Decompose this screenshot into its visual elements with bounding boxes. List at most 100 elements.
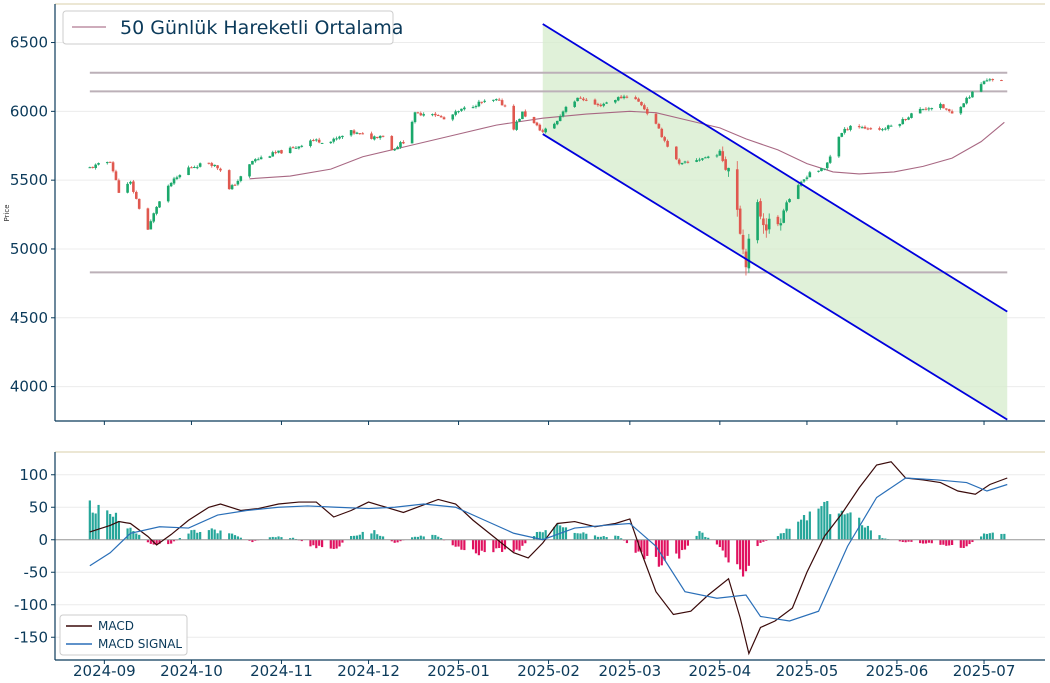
macd-histogram-bar [477, 539, 480, 556]
candle-body [393, 149, 396, 151]
x-tick-label: 2025-04 [688, 662, 751, 680]
macd-histogram-bar [739, 539, 742, 570]
macd-histogram-bar [373, 530, 376, 540]
macd-histogram-bar [698, 531, 701, 540]
macd-histogram-bar [1000, 533, 1003, 540]
macd-lines [89, 461, 1008, 656]
candle-body [277, 150, 280, 153]
candle-body [643, 105, 646, 110]
candle-body [715, 155, 719, 157]
candle-body [860, 127, 864, 129]
macd-histogram-bar [318, 539, 321, 546]
candle-body [532, 116, 536, 124]
macd-histogram-bar [820, 506, 823, 540]
candle-body [300, 145, 304, 147]
macd-histogram-bar [704, 536, 707, 540]
macd-histogram-bar [146, 539, 150, 543]
macd-histogram-bar [675, 539, 678, 554]
candle-body [129, 181, 132, 184]
macd-histogram-bar [538, 531, 541, 540]
candle-body [884, 128, 887, 130]
macd-histogram-bar [561, 527, 565, 540]
macd-histogram-bar [683, 539, 687, 550]
macd-histogram-bar [381, 536, 385, 540]
candle-body [622, 96, 626, 99]
candle-body [619, 96, 623, 99]
signal-legend-label: MACD SIGNAL [98, 637, 182, 651]
macd-histogram-bar [782, 533, 785, 540]
candle-body [869, 128, 873, 130]
candle-body [680, 162, 684, 165]
macd-histogram-bar [419, 535, 422, 540]
signal-line [89, 477, 1008, 622]
macd-histogram-bar [930, 539, 933, 544]
macd-histogram-bar [898, 539, 901, 542]
candle-body [117, 180, 121, 193]
candle-body [178, 175, 182, 178]
macd-histogram-bar [213, 529, 216, 540]
macd-histogram-bar [785, 528, 788, 540]
candle-body [370, 133, 373, 139]
candle-body [111, 162, 115, 172]
macd-histogram-bar [823, 501, 826, 540]
macd-histogram-bar [498, 539, 501, 549]
macd-histogram-bar [907, 539, 910, 542]
macd-histogram-bar [196, 532, 199, 540]
candle-body [419, 113, 423, 116]
macd-histogram-bar [416, 536, 420, 540]
macd-histogram-bar [663, 539, 666, 561]
candle-body [767, 218, 771, 230]
candle-body [338, 136, 341, 139]
macd-histogram-bar [744, 539, 748, 572]
candle-body [579, 97, 582, 99]
macd-histogram-bar [695, 535, 698, 540]
macd-histogram-bar [233, 535, 237, 540]
macd-histogram-bar [765, 539, 768, 541]
candle-body [375, 136, 379, 138]
macd-histogram-bar [959, 539, 962, 548]
macd-histogram-bar [599, 536, 602, 540]
macd-histogram-bar [846, 513, 849, 540]
macd-histogram-bar [985, 533, 989, 540]
candle-body [704, 157, 707, 159]
candle-body [535, 122, 539, 126]
candle-body [233, 184, 237, 186]
macd-histogram-bar [602, 536, 605, 540]
macd-histogram-bar [236, 536, 240, 540]
macd-histogram-bar [721, 539, 724, 551]
macd-histogram-bar [463, 539, 466, 551]
candle-body [837, 136, 841, 157]
channel-upper-line [542, 23, 1008, 313]
candle-body [843, 128, 846, 133]
candle-body [451, 114, 455, 120]
candle-body [942, 104, 945, 109]
candle-body [985, 80, 989, 82]
macd-histogram-bar [155, 539, 158, 545]
macd-histogram-bar [654, 539, 658, 557]
candle-body [924, 108, 928, 110]
candle-body [256, 159, 260, 161]
candle-body [431, 114, 434, 116]
macd-histogram-bar [291, 537, 295, 540]
candle-body [309, 140, 312, 147]
candle-body [677, 159, 681, 164]
macd-histogram-bar [971, 539, 974, 543]
macd-histogram-bar [230, 533, 234, 540]
candle-body [349, 130, 353, 136]
macd-histogram-bar [614, 535, 617, 540]
candle-body [187, 167, 190, 176]
macd-histogram-bar [210, 528, 213, 540]
macd-histogram-bar [553, 526, 556, 540]
candle-body [910, 113, 913, 118]
candle-body [605, 102, 608, 104]
candle-body [718, 150, 722, 156]
candle-body [901, 119, 905, 125]
x-tick-label: 2025-02 [517, 662, 580, 680]
macd-histogram-bar [837, 513, 840, 540]
candle-body [788, 199, 791, 203]
macd-histogram-bar [802, 515, 806, 540]
candle-body [553, 123, 556, 129]
macd-histogram-bar [605, 537, 608, 540]
price-y-label: Price [3, 204, 11, 221]
candle-body [544, 128, 547, 133]
